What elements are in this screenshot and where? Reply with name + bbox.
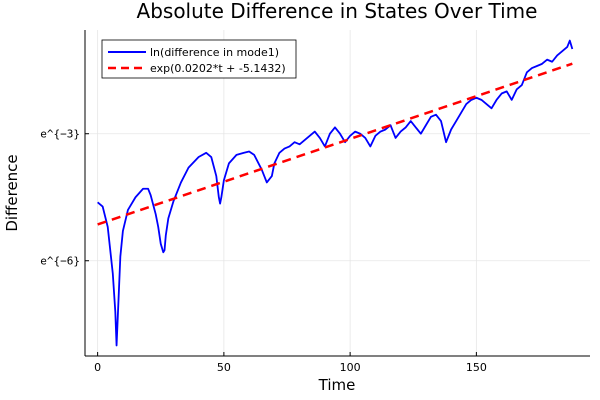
y-axis-label: Difference: [3, 154, 21, 231]
y-tick-label: e^{−6}: [40, 255, 80, 268]
series-line-series2: [97, 62, 573, 226]
x-axis-label: Time: [318, 376, 356, 394]
x-ticks: 0 50 100 150: [94, 352, 487, 374]
legend-label-series1: ln(difference in mode1): [150, 46, 279, 59]
x-tick-label: 100: [340, 361, 361, 374]
legend-label-series2: exp(0.0202*t + -5.1432): [150, 62, 286, 75]
chart-title: Absolute Difference in States Over Time: [137, 0, 538, 23]
legend-box: [101, 39, 297, 79]
y-tick-label: e^{−3}: [40, 128, 80, 141]
x-tick-label: 0: [94, 361, 101, 374]
grid: [85, 30, 590, 356]
x-tick-label: 50: [217, 361, 231, 374]
legend: ln(difference in mode1) exp(0.0202*t + -…: [101, 39, 297, 79]
series-layer: [97, 39, 574, 347]
y-ticks: e^{−3} e^{−6}: [40, 128, 89, 268]
x-tick-label: 150: [466, 361, 487, 374]
